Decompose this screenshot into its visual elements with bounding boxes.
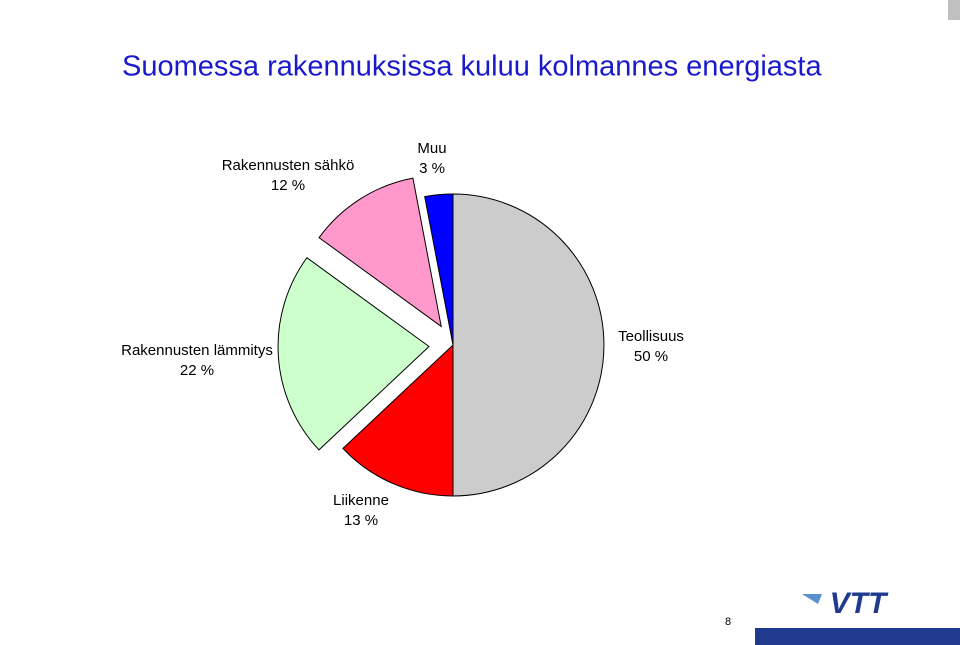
slice-value-label: 12 % [271,177,305,194]
slice-value-label: 22 % [180,362,214,379]
slice-value-label: 13 % [344,512,378,529]
corner-bar [948,0,960,20]
slice-label: Rakennusten lämmitys [121,342,273,359]
logo-text: VTT [830,587,889,620]
footer-bar [755,628,960,645]
slice-value-label: 3 % [419,160,445,177]
slice-label: Rakennusten sähkö [222,157,355,174]
slice-label: Muu [417,140,446,157]
page-number: 8 [725,616,731,628]
pie-slice [318,177,442,328]
chart-title: Suomessa rakennuksissa kuluu kolmannes e… [122,51,822,83]
logo-mark [802,594,822,604]
pie [277,177,605,497]
pie-slice [424,193,454,346]
slice-label: Liikenne [333,492,389,509]
logo: VTT [802,587,889,620]
slice-value-label: 50 % [634,348,668,365]
pie-slice [342,343,454,497]
pie-slice [277,257,430,451]
pie-slice [452,193,605,497]
slice-label: Teollisuus [618,328,684,345]
